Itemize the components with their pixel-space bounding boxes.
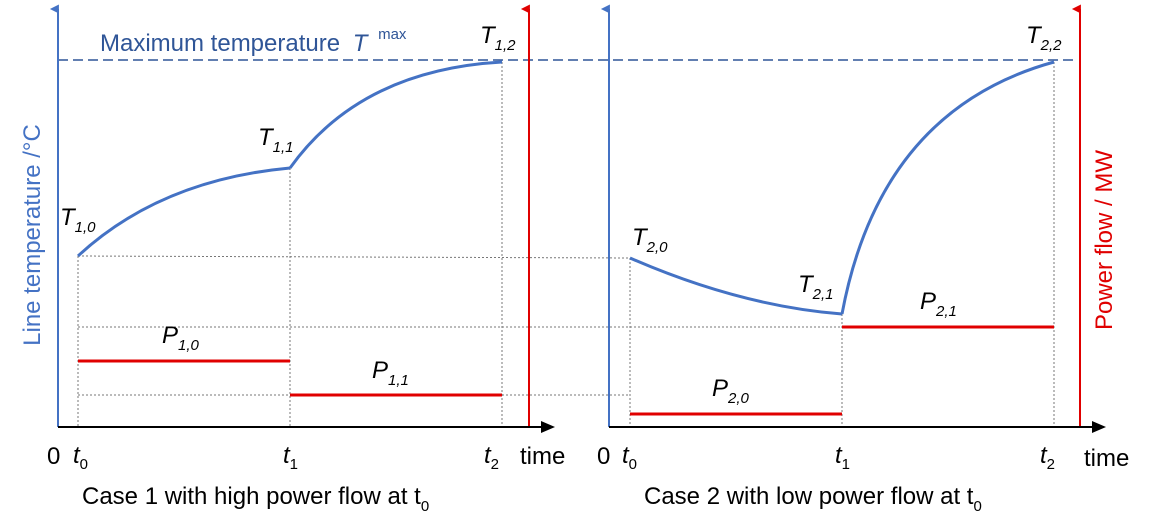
caption-case2-main: Case 2 with low power flow at t bbox=[644, 483, 974, 510]
label-T12-main: T bbox=[480, 22, 497, 49]
label-P10-sub: 1,0 bbox=[178, 337, 200, 354]
tick-t2-case1-main: t bbox=[484, 442, 492, 469]
label-T12: T1,2 bbox=[480, 22, 516, 54]
caption-case2-sub: 0 bbox=[973, 498, 981, 515]
tick-t1-case2-main: t bbox=[835, 442, 843, 469]
max-temperature-text: Maximum temperature bbox=[100, 30, 340, 57]
label-P10: P1,0 bbox=[162, 322, 200, 354]
tick-t0-case2-sub: 0 bbox=[629, 456, 637, 473]
time-label-case1: time bbox=[520, 443, 565, 470]
max-temperature-symbol: T bbox=[353, 30, 370, 57]
tick-t1-case2-sub: 1 bbox=[842, 456, 850, 473]
label-T11-main: T bbox=[258, 124, 275, 151]
tick-t2-case2-main: t bbox=[1040, 442, 1048, 469]
tick-t0-case1-sub: 0 bbox=[80, 456, 88, 473]
label-P20-main: P bbox=[712, 375, 728, 402]
tick-t1-case2: t1 bbox=[835, 442, 850, 473]
label-T22: T2,2 bbox=[1026, 22, 1062, 54]
tick-t1-case1-sub: 1 bbox=[290, 456, 298, 473]
temperature-curve-case2-segment2 bbox=[840, 60, 1055, 315]
label-T10: T1,0 bbox=[60, 204, 96, 236]
label-P20: P2,0 bbox=[712, 375, 750, 407]
label-P11: P1,1 bbox=[372, 357, 409, 389]
label-T11: T1,1 bbox=[258, 124, 294, 156]
label-P21-sub: 2,1 bbox=[935, 303, 957, 320]
time-label-case2: time bbox=[1084, 445, 1129, 472]
tick-t2-case2: t2 bbox=[1040, 442, 1055, 473]
tick-t2-case1: t2 bbox=[484, 442, 499, 473]
tick-t0-case2: t0 bbox=[622, 442, 637, 473]
label-P11-main: P bbox=[372, 357, 388, 384]
tick-t0-case1: t0 bbox=[73, 442, 88, 473]
label-T22-main: T bbox=[1026, 22, 1043, 49]
caption-case1-main: Case 1 with high power flow at t bbox=[82, 483, 421, 510]
label-P21: P2,1 bbox=[920, 288, 957, 320]
x-axis-arrow-case1 bbox=[541, 421, 555, 433]
tick-t0-case2-main: t bbox=[622, 442, 630, 469]
label-T20-sub: 2,0 bbox=[646, 239, 669, 256]
x-axis-arrow-case2 bbox=[1092, 421, 1106, 433]
label-P21-main: P bbox=[920, 288, 936, 315]
label-T21-sub: 2,1 bbox=[812, 286, 834, 303]
label-T21: T2,1 bbox=[798, 271, 834, 303]
tick-t1-case1-main: t bbox=[283, 442, 291, 469]
label-T12-sub: 1,2 bbox=[495, 37, 517, 54]
origin-label-case2: 0 bbox=[597, 443, 610, 470]
temperature-curve-case1-segment1 bbox=[76, 166, 291, 258]
tick-t2-case2-sub: 2 bbox=[1047, 456, 1055, 473]
tick-t1-case1: t1 bbox=[283, 442, 298, 473]
temperature-curve-case1-segment2 bbox=[288, 60, 503, 169]
caption-case2: Case 2 with low power flow at t0 bbox=[644, 483, 982, 515]
max-temperature-label: Maximum temperature T max bbox=[100, 26, 407, 57]
tick-t2-case1-sub: 2 bbox=[491, 456, 499, 473]
tick-t0-case1-main: t bbox=[73, 442, 81, 469]
y-axis-title-temperature: Line temperature /°C bbox=[19, 124, 46, 346]
label-T22-sub: 2,2 bbox=[1040, 37, 1063, 54]
label-T11-sub: 1,1 bbox=[273, 139, 294, 156]
label-T10-sub: 1,0 bbox=[75, 219, 97, 236]
guide-h-start-temp bbox=[77, 255, 631, 259]
label-T10-main: T bbox=[60, 204, 77, 231]
label-P10-main: P bbox=[162, 322, 178, 349]
caption-case1: Case 1 with high power flow at t0 bbox=[82, 483, 429, 515]
guide-lines bbox=[77, 62, 1055, 427]
label-T20: T2,0 bbox=[632, 224, 668, 256]
label-P20-sub: 2,0 bbox=[727, 390, 750, 407]
label-T20-main: T bbox=[632, 224, 649, 251]
label-T21-main: T bbox=[798, 271, 815, 298]
temperature-curve-case2-segment1 bbox=[629, 256, 843, 316]
label-P11-sub: 1,1 bbox=[388, 372, 409, 389]
origin-label-case1: 0 bbox=[47, 443, 60, 470]
caption-case1-sub: 0 bbox=[421, 498, 429, 515]
y-axis-title-power: Power flow / MW bbox=[1091, 150, 1118, 330]
max-temperature-superscript: max bbox=[378, 26, 407, 43]
